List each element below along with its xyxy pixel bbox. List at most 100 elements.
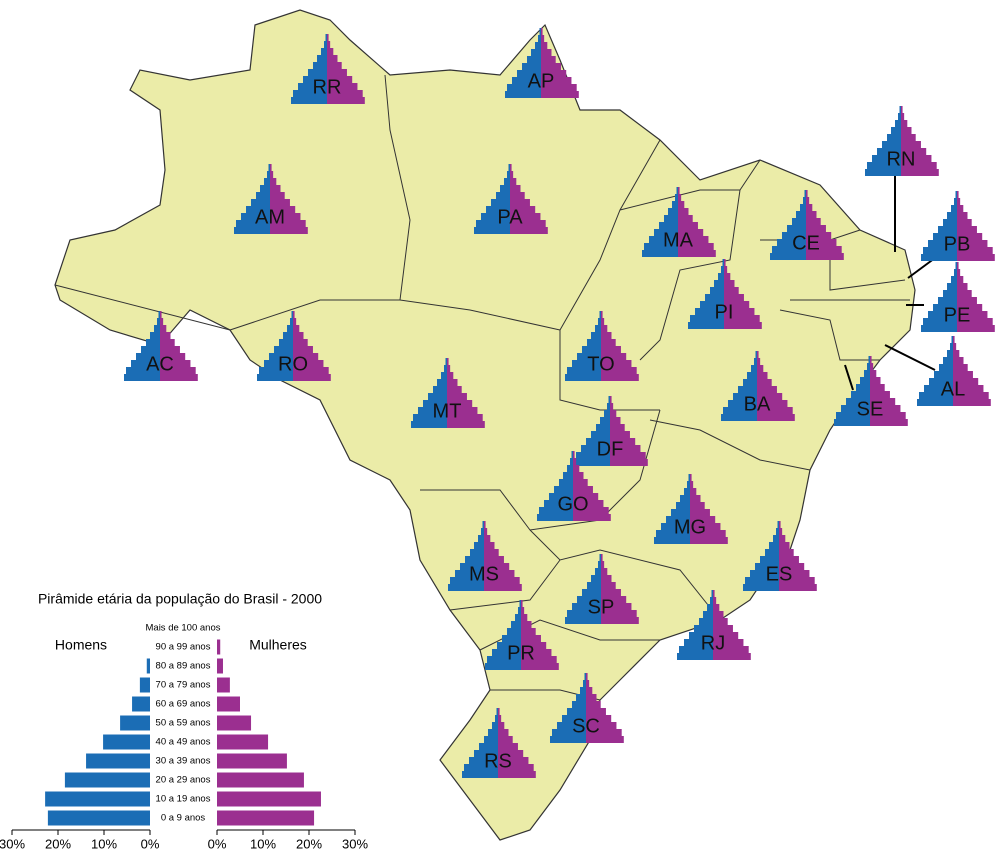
pyramid-icon-step <box>957 269 961 276</box>
pyramid-icon-step <box>572 360 601 367</box>
pyramid-icon-step <box>779 570 810 577</box>
pyramid-icon-step <box>515 614 521 621</box>
bar-men <box>103 734 150 750</box>
pyramid-icon-step <box>870 370 877 377</box>
pyramid-icon-step <box>713 604 720 611</box>
pyramid-icon-step <box>293 325 300 332</box>
pyramid-icon-step <box>502 635 521 642</box>
pyramid-icon-step <box>743 584 779 591</box>
pyramid-icon-step <box>497 642 521 649</box>
pyramid-icon-step <box>510 213 541 220</box>
pyramid-icon-step <box>591 575 601 582</box>
pyramid-icon-step <box>713 597 717 604</box>
pyramid-icon-step <box>510 220 546 227</box>
pyramid-icon-step <box>586 715 612 722</box>
state-label: RS <box>484 750 512 772</box>
pyramid-icon-step <box>498 708 500 715</box>
pyramid-icon-step <box>293 346 313 353</box>
pyramid-icon-step <box>745 577 779 584</box>
pyramid-icon-step <box>510 185 521 192</box>
pyramid-icon-step <box>924 385 953 392</box>
pyramid-icon-step <box>718 273 724 280</box>
chart-title: Pirâmide etária da população do Brasil -… <box>38 591 322 607</box>
pyramid-icon-step <box>586 722 617 729</box>
pyramid-icon-step <box>270 185 281 192</box>
connector-line <box>844 364 854 391</box>
pyramid-icon-step <box>600 417 610 424</box>
bar-women <box>217 753 287 769</box>
state-label: GO <box>557 493 588 515</box>
pyramid-icon-step <box>157 318 160 325</box>
pyramid-icon-step <box>680 495 690 502</box>
pyramid-icon-step <box>870 419 908 426</box>
pyramid-icon-step <box>447 400 473 407</box>
pyramid-icon-step <box>565 617 601 624</box>
pyramid-icon-step <box>586 708 606 715</box>
pyramid-icon-step <box>260 185 270 192</box>
pyramid-icon-step <box>610 452 646 459</box>
pyramid-icon-step <box>470 549 484 556</box>
pyramid-icon-step <box>672 201 678 208</box>
pyramid-icon-step <box>596 424 610 431</box>
pyramid-icon-step <box>527 56 541 63</box>
pyramid-icon-step <box>703 611 713 618</box>
pyramid-icon-step <box>327 48 334 55</box>
pyramid-icon-step <box>510 192 525 199</box>
pyramid-icon-step <box>601 589 621 596</box>
category-label: 90 a 99 anos <box>156 642 211 653</box>
pyramid-icon-step <box>951 336 953 343</box>
pyramid-icon-step <box>604 410 610 417</box>
pyramid-icon-step <box>776 528 779 535</box>
pyramid-icon-step <box>136 353 160 360</box>
pyramid-icon-step <box>581 445 610 452</box>
pyramid-icon-step <box>601 353 627 360</box>
pyramid-icon-step <box>521 628 536 635</box>
pyramid-icon-step <box>573 514 611 521</box>
pyramid-icon-step <box>595 325 601 332</box>
pyramid-icon-step <box>901 120 908 127</box>
pyramid-icon-step <box>773 535 779 542</box>
pyramid-icon-step <box>954 269 957 276</box>
pyramid-icon-step <box>755 351 757 358</box>
pyramid-icon-step <box>841 405 870 412</box>
pyramid-icon-step <box>544 500 573 507</box>
pyramid-icon-step <box>699 618 713 625</box>
state-label: AC <box>146 353 174 375</box>
pyramid-icon-step <box>327 83 358 90</box>
pyramid-icon-step <box>505 91 541 98</box>
pyramid-icon-step <box>567 610 601 617</box>
pyramid-icon-step <box>642 250 678 257</box>
pyramid-icon-step <box>872 155 901 162</box>
pyramid-icon-step <box>270 178 277 185</box>
pyramid-icon-step <box>160 325 167 332</box>
pyramid-icon-step <box>259 367 293 374</box>
pyramid-icon-step <box>865 169 901 176</box>
pyramid-icon-step <box>423 400 447 407</box>
pyramid-icon-step <box>447 414 483 421</box>
pyramid-icon-step <box>586 680 590 687</box>
pyramid-icon-step <box>521 600 523 607</box>
x-tick-label: 0% <box>208 836 227 851</box>
x-tick-label: 20% <box>45 836 71 851</box>
pyramid-icon-step <box>492 722 498 729</box>
pyramid-icon-step <box>150 332 160 339</box>
pyramid-icon-step <box>541 91 579 98</box>
pyramid-icon-step <box>834 419 870 426</box>
pyramid-icon-step <box>234 227 270 234</box>
pyramid-icon-step <box>733 393 757 400</box>
pyramid-icon-step <box>957 276 964 283</box>
pyramid-icon-step <box>601 311 603 318</box>
pyramid-icon-step <box>325 34 327 41</box>
pyramid-icon-step <box>293 374 331 381</box>
pyramid-icon-step <box>327 55 338 62</box>
pyramid-icon-step <box>690 509 710 516</box>
pyramid-icon-step <box>947 212 957 219</box>
pyramid-icon-step <box>724 322 762 329</box>
pyramid-icon-step <box>582 589 601 596</box>
pyramid-icon-step <box>447 407 478 414</box>
pyramid-icon-step <box>887 134 901 141</box>
pyramid-icon-step <box>522 63 541 70</box>
category-label: 10 a 19 anos <box>156 794 211 805</box>
pyramid-icon-step <box>324 41 327 48</box>
